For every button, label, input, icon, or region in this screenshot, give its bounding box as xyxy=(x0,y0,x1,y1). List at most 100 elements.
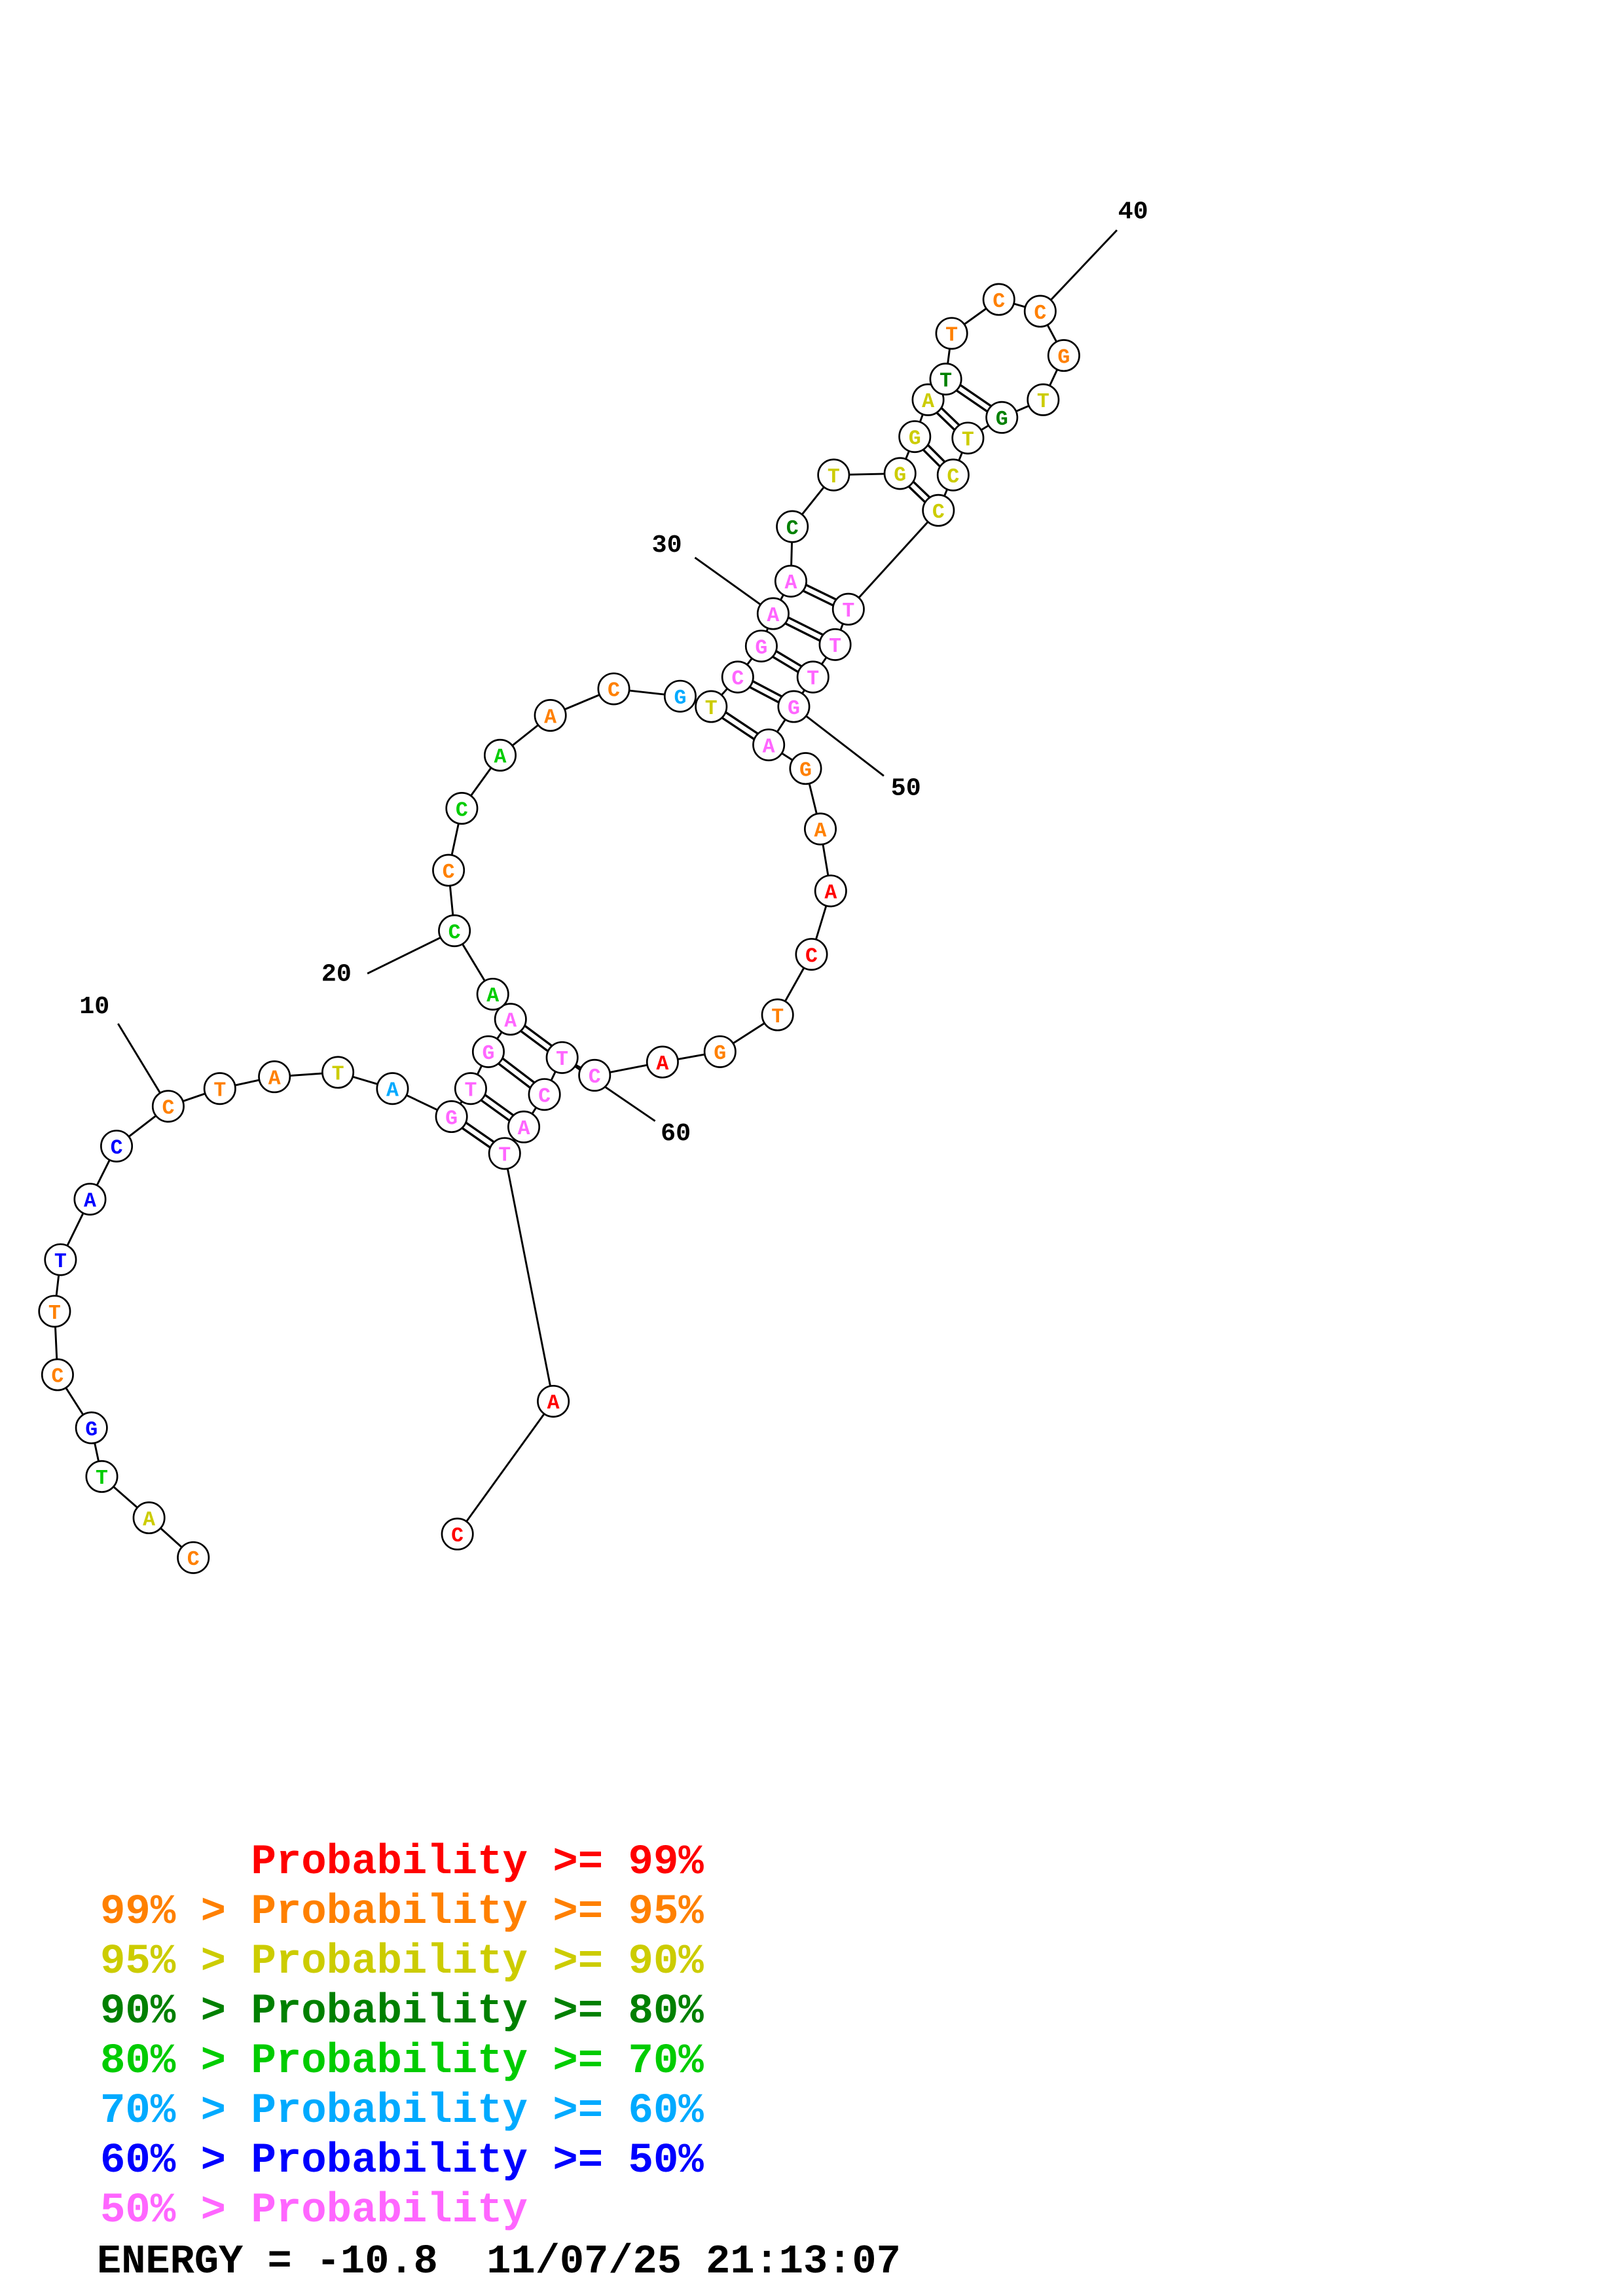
nucleotide-base: A xyxy=(486,985,499,1008)
nucleotide-circle xyxy=(776,510,809,543)
nucleotide-circle xyxy=(441,1517,474,1551)
nucleotide-circle xyxy=(488,1137,521,1170)
nucleotide-base: G xyxy=(996,408,1008,431)
energy-line: ENERGY = -10.8 11/07/25 21:13:07 xyxy=(97,2238,901,2285)
nucleotide-base: C xyxy=(1034,302,1046,325)
nucleotide-base: C xyxy=(786,518,799,541)
nucleotide-circle xyxy=(774,564,807,598)
nucleotide-circle xyxy=(789,752,822,785)
nucleotide-circle xyxy=(951,422,985,455)
nucleotide-base: G xyxy=(909,427,921,450)
nucleotide-circle xyxy=(935,317,968,350)
position-leader-line xyxy=(561,1056,656,1122)
nucleotide-circle xyxy=(721,660,754,694)
nucleotide-base: T xyxy=(498,1145,511,1168)
position-label: 30 xyxy=(652,531,682,560)
nucleotide-circle xyxy=(483,738,517,772)
nucleotide-base: C xyxy=(443,861,455,884)
nucleotide-base: A xyxy=(922,391,934,414)
nucleotide-base: G xyxy=(755,637,767,660)
nucleotide-base: C xyxy=(947,466,959,489)
nucleotide-base: G xyxy=(482,1043,494,1066)
backbone-segment xyxy=(503,1153,555,1402)
nucleotide-circle xyxy=(476,977,509,1011)
nucleotide-base: A xyxy=(547,1392,560,1415)
nucleotide-base: C xyxy=(456,799,468,822)
nucleotide-base: T xyxy=(829,636,841,658)
nucleotide-circle xyxy=(936,458,970,492)
backbone-segment xyxy=(456,1401,555,1535)
position-label: 60 xyxy=(661,1119,691,1148)
nucleotide-base: C xyxy=(589,1066,601,1089)
nucleotide-circle xyxy=(804,812,837,846)
nucleotide-base: A xyxy=(504,1011,517,1033)
nucleotide-base: C xyxy=(187,1549,200,1571)
legend-line: Probability >= 99% xyxy=(100,1839,704,1886)
nucleotide-base: A xyxy=(656,1053,668,1076)
position-label: 20 xyxy=(321,960,352,989)
nucleotide-circle xyxy=(454,1072,487,1105)
legend-line: 70% > Probability >= 60% xyxy=(100,2088,704,2135)
nucleotide-circle xyxy=(203,1072,236,1105)
nucleotide-base: T xyxy=(54,1251,67,1274)
backbone-segment xyxy=(847,509,939,610)
position-label: 50 xyxy=(891,774,921,803)
nucleotide-circle xyxy=(756,597,790,630)
nucleotide-base: G xyxy=(799,759,812,782)
nucleotide-base: T xyxy=(332,1064,344,1086)
nucleotide-circle xyxy=(73,1183,107,1216)
nucleotide-base: G xyxy=(894,465,906,488)
nucleotide-circle xyxy=(929,363,962,396)
nucleotide-base: T xyxy=(705,698,718,721)
nucleotide-circle xyxy=(1027,383,1060,416)
nucleotide-base: T xyxy=(48,1302,61,1325)
position-leader-line xyxy=(793,706,884,777)
nucleotide-circle xyxy=(151,1090,185,1123)
nucleotide-circle xyxy=(597,672,630,706)
nucleotide-circle xyxy=(922,493,955,527)
nucleotide-base: A xyxy=(84,1190,96,1213)
nucleotide-circle xyxy=(818,628,852,661)
nucleotide-circle xyxy=(578,1058,611,1092)
nucleotide-circle xyxy=(814,874,847,908)
nucleotide-base: G xyxy=(85,1419,98,1442)
nucleotide-base: T xyxy=(945,325,958,348)
nucleotide-base: G xyxy=(788,698,800,721)
nucleotide-base: A xyxy=(544,706,556,729)
nucleotide-circle xyxy=(898,420,932,454)
nucleotide-circle xyxy=(75,1411,108,1444)
nucleotide-circle xyxy=(534,699,567,732)
nucleotide-base: A xyxy=(767,605,779,628)
nucleotide-base: G xyxy=(1057,346,1070,369)
nucleotide-circle xyxy=(438,914,471,948)
nucleotide-circle xyxy=(752,728,786,762)
nucleotide-circle xyxy=(744,630,778,663)
nucleotide-circle xyxy=(321,1056,355,1089)
nucleotide-circle xyxy=(41,1358,74,1391)
nucleotide-base: C xyxy=(448,922,461,944)
nucleotide-circle xyxy=(817,458,850,492)
legend-line: 50% > Probability xyxy=(100,2187,528,2234)
nucleotide-circle xyxy=(545,1041,579,1074)
nucleotide-circle xyxy=(528,1078,561,1111)
position-label: 10 xyxy=(79,992,109,1021)
nucleotide-base: C xyxy=(162,1098,174,1121)
legend-line: 95% > Probability >= 90% xyxy=(100,1939,704,1986)
nucleotide-circle xyxy=(537,1384,570,1418)
nucleotide-base: T xyxy=(771,1006,784,1029)
nucleotide-circle xyxy=(1047,339,1080,372)
nucleotide-circle xyxy=(445,791,479,825)
nucleotide-circle xyxy=(985,401,1019,434)
nucleotide-circle xyxy=(831,592,865,626)
nucleotide-base: A xyxy=(763,736,775,759)
legend-line: 90% > Probability >= 80% xyxy=(100,1988,704,2036)
nucleotide-circle xyxy=(1023,295,1057,328)
nucleotide-base: C xyxy=(731,668,744,691)
nucleotide-base: C xyxy=(608,680,620,703)
nucleotide-base: C xyxy=(805,945,818,968)
nucleotide-base: T xyxy=(464,1079,477,1102)
nucleotide-base: C xyxy=(111,1137,123,1160)
nucleotide-base: T xyxy=(213,1079,226,1102)
nucleotide-base: A xyxy=(824,882,837,905)
legend-line: 80% > Probability >= 70% xyxy=(100,2038,704,2085)
